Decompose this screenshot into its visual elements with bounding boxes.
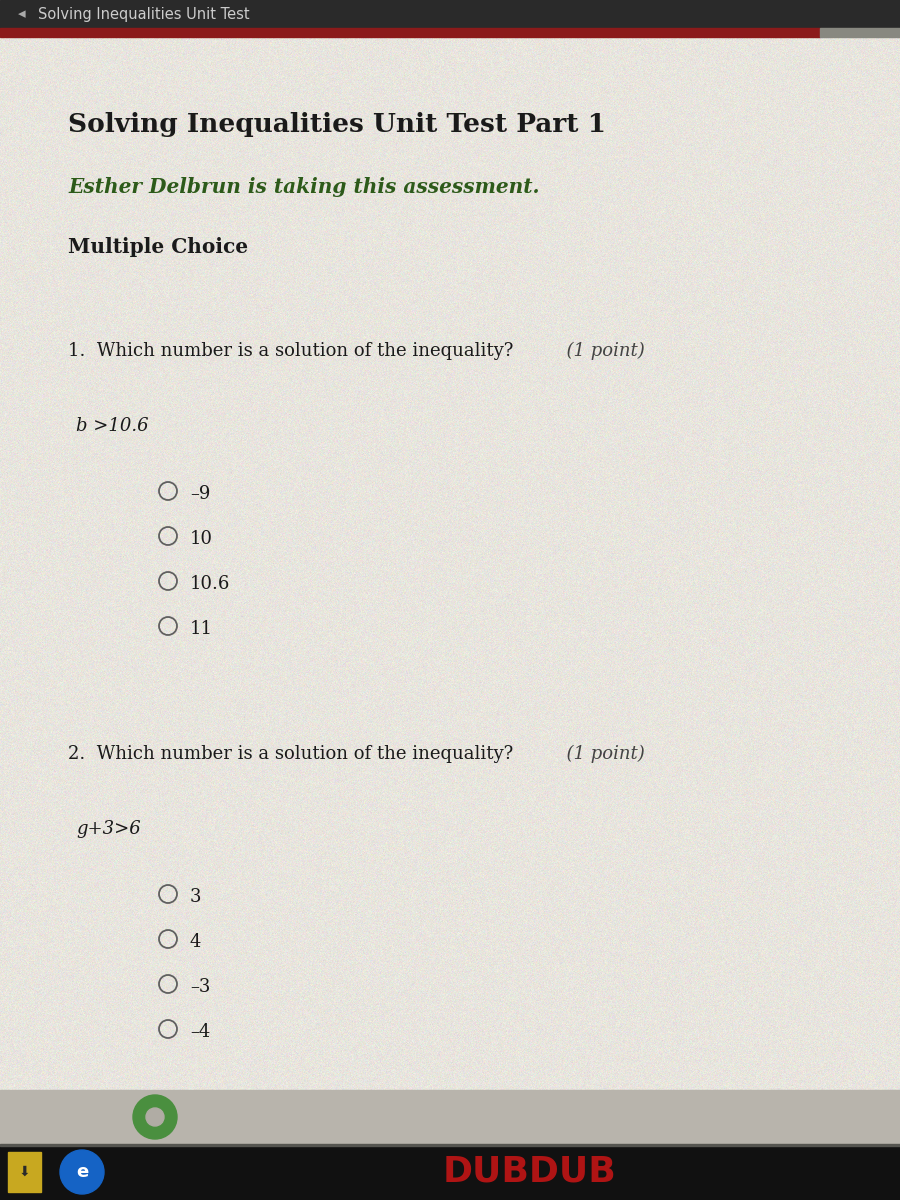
Circle shape [146,1108,164,1126]
Text: e: e [76,1163,88,1181]
Bar [8,1152,41,1192]
Text: –9: –9 [190,485,211,503]
Text: g+3>6: g+3>6 [76,820,140,838]
Text: Solving Inequalities Unit Test: Solving Inequalities Unit Test [38,6,249,22]
Text: Esther Delbrun is taking this assessment.: Esther Delbrun is taking this assessment… [68,176,539,197]
Text: 10.6: 10.6 [190,575,230,593]
Text: DUBDUB: DUBDUB [443,1154,616,1189]
Text: (1 point): (1 point) [555,342,644,360]
Text: 1.  Which number is a solution of the inequality?: 1. Which number is a solution of the ine… [68,342,513,360]
Text: Multiple Choice: Multiple Choice [68,236,248,257]
Text: –4: –4 [190,1022,211,1040]
Circle shape [60,1150,104,1194]
Text: (1 point): (1 point) [555,745,644,763]
Bar [0,28,820,37]
Bar [0,0,900,28]
Text: –3: –3 [190,978,211,996]
Text: Solving Inequalities Unit Test Part 1: Solving Inequalities Unit Test Part 1 [68,112,606,137]
Text: 10: 10 [190,530,213,548]
Text: ◂: ◂ [18,6,25,22]
Circle shape [133,1094,177,1139]
Text: 3: 3 [190,888,202,906]
Text: 2.  Which number is a solution of the inequality?: 2. Which number is a solution of the ine… [68,745,513,763]
Text: 11: 11 [190,620,213,638]
Text: ⬇: ⬇ [19,1165,31,1178]
Bar [0,1144,900,1146]
Bar [0,1090,900,1145]
Bar [0,1145,900,1200]
Text: 4: 4 [190,934,202,950]
Text: b >10.6: b >10.6 [76,416,148,434]
Bar [820,28,900,37]
